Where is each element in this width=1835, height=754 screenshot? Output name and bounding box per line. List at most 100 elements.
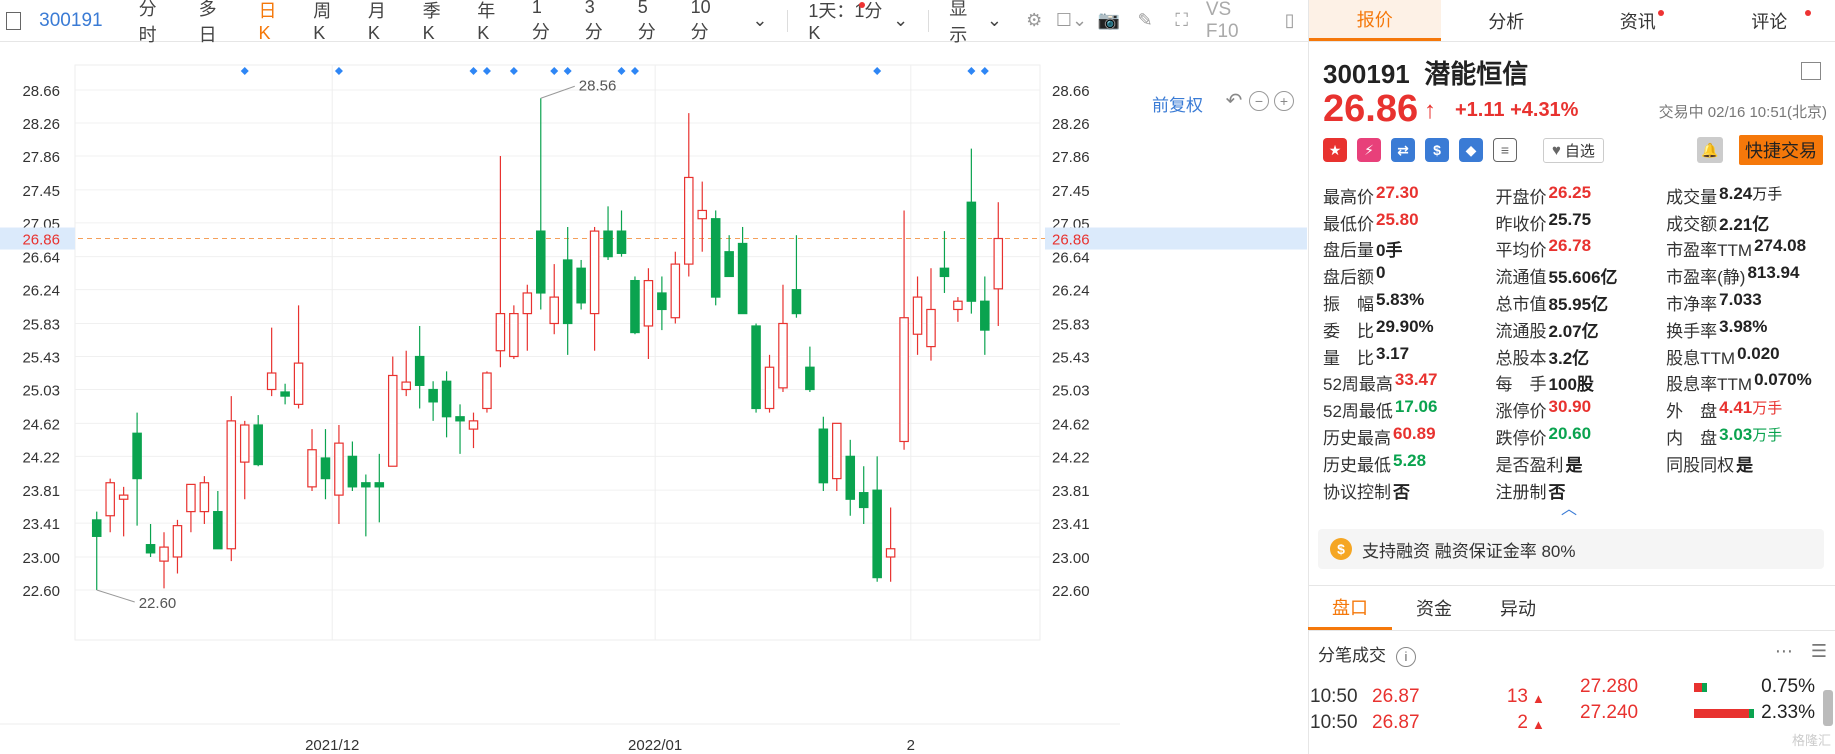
shuffle-icon[interactable]: ⇄: [1391, 138, 1415, 162]
menu-icon[interactable]: ☰: [1810, 641, 1827, 661]
tag-icon[interactable]: ◆: [1459, 138, 1483, 162]
tab-news[interactable]: 资讯: [1572, 0, 1704, 41]
y-tick-label-left: 23.00: [22, 550, 60, 567]
period-tab[interactable]: 月K: [367, 1, 386, 43]
stat-label: 成交额: [1666, 214, 1718, 234]
tab-order-book[interactable]: 盘口: [1308, 586, 1392, 630]
stat-value: 8.24万手: [1719, 183, 1782, 208]
add-watchlist-button[interactable]: ♥ 自选: [1543, 138, 1604, 163]
more-periods-dropdown[interactable]: ⌄: [752, 10, 768, 30]
camera-icon[interactable]: 📷: [1097, 10, 1120, 30]
collapse-caret-icon[interactable]: ︿: [1561, 501, 1578, 518]
adjust-mode-button[interactable]: 前复权: [1152, 96, 1203, 115]
candle-down: [562, 259, 573, 325]
stat-value[interactable]: 85.95亿: [1549, 290, 1609, 315]
y-tick-label-right: 28.66: [1052, 83, 1090, 100]
stat-number: 0: [1376, 263, 1386, 283]
y-tick-label-right: 24.62: [1052, 416, 1090, 433]
stat-value: 4.41万手: [1719, 397, 1782, 422]
stat-cell: 注册制否: [1496, 478, 1667, 503]
period-tab[interactable]: 日K: [258, 1, 277, 43]
tab-alerts[interactable]: 异动: [1476, 586, 1560, 630]
period-tab[interactable]: 多日: [198, 0, 217, 45]
period-tab[interactable]: 3分: [584, 0, 603, 42]
margin-text: 支持融资 融资保证金率 80%: [1362, 541, 1576, 561]
coin-icon: $: [1330, 538, 1352, 560]
y-tick-label-right: 27.45: [1052, 183, 1090, 200]
x-tick-label: 2021/12: [305, 737, 359, 754]
list-icon[interactable]: [1801, 62, 1821, 80]
stat-number: 20.60: [1548, 424, 1592, 444]
more-icon[interactable]: ⋯: [1774, 641, 1793, 661]
trade-time: 10:50: [1310, 686, 1358, 707]
stat-label: 涨停价: [1495, 402, 1547, 422]
candle-up: [226, 420, 237, 550]
panel-toggle-icon[interactable]: ▯: [1284, 10, 1295, 30]
event-marker-icon: [240, 67, 249, 75]
stat-number: 0.070%: [1754, 370, 1812, 390]
bell-icon[interactable]: 🔔: [1697, 137, 1723, 163]
stock-code[interactable]: 300191: [39, 9, 103, 31]
trades-title: 分笔成交 i: [1318, 641, 1416, 667]
tab-comments[interactable]: 评论: [1704, 0, 1835, 41]
price-change: +1.11 +4.31%: [1455, 99, 1578, 122]
margin-icon[interactable]: ⚡: [1357, 138, 1381, 162]
indicator-box-icon[interactable]: ☐⌄: [1055, 10, 1088, 30]
period-tab[interactable]: 1分: [531, 0, 550, 42]
depth-price: 27.280: [1580, 676, 1639, 697]
stat-cell: 总市值 85.95亿: [1496, 290, 1667, 315]
tab-quote[interactable]: 报价: [1309, 0, 1441, 41]
tab-fund-flow[interactable]: 资金: [1392, 586, 1476, 630]
stat-cell: 委 比 29.90%: [1323, 317, 1496, 342]
quick-trade-button[interactable]: 快捷交易: [1739, 135, 1823, 165]
chart-canvas[interactable]: 28.66 28.66 28.26 28.26 27.86 27.86 27.45 27.45…: [0, 43, 1308, 754]
stats-row: 盘后额 0 流通值 55.606亿 市盈率(静) 813.94: [1323, 262, 1823, 289]
settings-icon[interactable]: ⚙: [1026, 10, 1043, 30]
sidebar-toggle-icon[interactable]: [6, 11, 22, 30]
document-icon[interactable]: ≡: [1493, 138, 1517, 162]
interval-label: 1天：1分K: [808, 1, 883, 43]
kline-chart[interactable]: 28.66 28.66 28.26 28.26 27.86 27.86 27.45 27.45…: [0, 43, 1308, 754]
display-dropdown[interactable]: 显示 ⌄: [935, 0, 1016, 47]
scrollbar[interactable]: [1823, 690, 1833, 726]
china-flag-icon[interactable]: ★: [1323, 138, 1347, 162]
period-tab[interactable]: 周K: [313, 1, 332, 43]
stat-label: 注册制: [1495, 482, 1547, 502]
interval-dropdown[interactable]: 1天：1分K ⌄: [794, 0, 922, 44]
candle-up: [522, 292, 533, 315]
vs-f10-button[interactable]: VS F10: [1205, 0, 1239, 42]
pen-icon[interactable]: ✎: [1137, 10, 1153, 30]
period-tab[interactable]: 10分: [690, 0, 711, 42]
y-tick-label-right: 28.26: [1052, 116, 1090, 133]
event-marker-icon: [334, 67, 343, 75]
zoom-out-icon[interactable]: −: [1249, 91, 1269, 111]
period-tab[interactable]: 5分: [637, 0, 656, 42]
stat-number: 3.98%: [1719, 316, 1768, 336]
zoom-in-icon[interactable]: +: [1274, 91, 1294, 111]
tab-analysis[interactable]: 分析: [1441, 0, 1573, 41]
comments-dot: [1805, 10, 1811, 16]
stat-number: 813.94: [1747, 263, 1800, 283]
stat-cell: 流通股 2.07亿: [1496, 317, 1667, 342]
info-icon[interactable]: i: [1396, 647, 1416, 667]
tab-label: 报价: [1356, 10, 1393, 30]
dollar-icon[interactable]: $: [1425, 138, 1449, 162]
candle-down: [818, 428, 829, 484]
stat-value: 29.90%: [1376, 317, 1434, 342]
stat-label: 股息率TTM: [1666, 375, 1753, 395]
stat-label: 平均价: [1495, 241, 1547, 261]
reset-icon[interactable]: ↶: [1225, 90, 1243, 112]
stat-unit: 万手: [1752, 185, 1783, 203]
period-tab[interactable]: 季K: [422, 1, 441, 43]
period-tab[interactable]: 分时: [138, 0, 157, 45]
y-tick-label-right: 26.24: [1052, 283, 1090, 300]
period-tab[interactable]: 年K: [477, 1, 496, 43]
chart-zoom-controls: ↶ − +: [1224, 91, 1294, 111]
current-price-tag-left: [0, 227, 75, 250]
stat-value: 60.89: [1393, 424, 1436, 449]
fullscreen-icon[interactable]: ⛶: [1175, 10, 1188, 30]
stat-value: 3.17: [1376, 344, 1409, 369]
chart-toolbar: 300191 分时 多日 日K 周K 月K 季K 年K 1分 3分 5分 10分 ⌄ 1天：1分K …: [0, 0, 1308, 45]
stat-cell: 最高价 27.30: [1323, 183, 1496, 208]
